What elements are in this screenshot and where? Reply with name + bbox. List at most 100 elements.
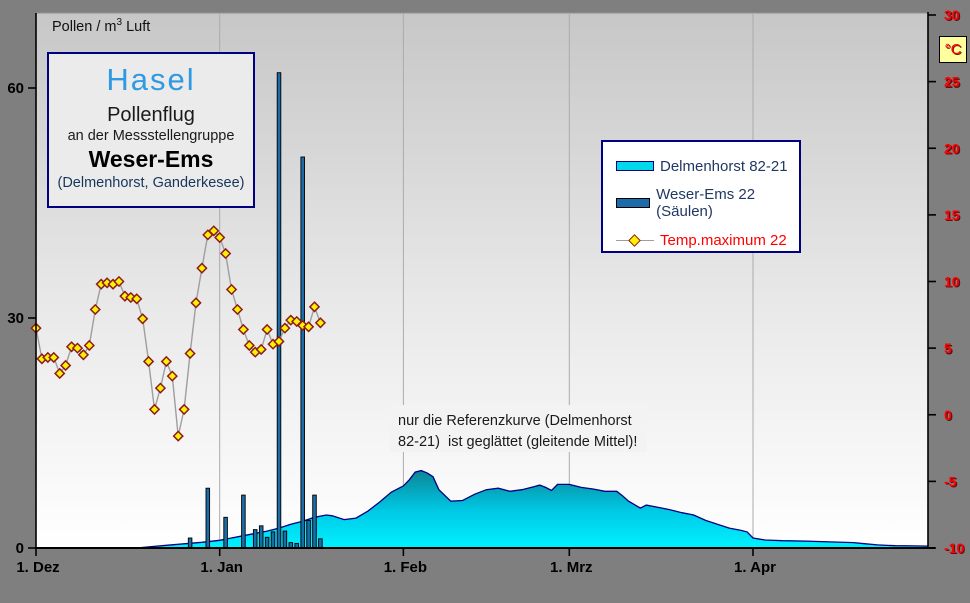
right-tick-label: 20 [944, 140, 960, 156]
pollen-bar [282, 530, 288, 549]
left-tick-label: 0 [16, 540, 24, 557]
left-axis-title-suffix: Luft [122, 18, 151, 35]
temp-marker [113, 275, 125, 288]
temp-marker [279, 322, 291, 334]
temp-marker [208, 225, 220, 237]
temp-marker-icon [616, 233, 654, 247]
temp-marker [89, 303, 101, 316]
chart-title: Hasel [106, 62, 196, 97]
right-tick-label: 25 [944, 74, 960, 90]
left-axis-title-sup: 3 [116, 17, 123, 28]
temp-marker [273, 335, 285, 348]
right-tick-label: 5 [944, 340, 952, 356]
right-tick-label-shadow: 0 [945, 408, 953, 424]
temp-marker [225, 283, 238, 296]
legend-label-temp: Temp.maximum 22 [660, 231, 787, 249]
x-tick-label: 1. Dez [16, 559, 59, 576]
temp-marker [178, 403, 190, 416]
temp-marker [314, 317, 327, 329]
temp-marker [166, 370, 178, 382]
left-tick-label: 30 [7, 310, 24, 327]
pollen-bar [270, 531, 276, 549]
left-tick-label: 60 [7, 80, 24, 97]
temp-marker [48, 351, 60, 364]
annotation-line2: 82-21) ist geglättet (gleitende Mittel)! [398, 434, 638, 451]
temp-marker [231, 303, 244, 316]
temp-marker [190, 297, 202, 309]
pollen-bar [187, 537, 193, 549]
temp-marker [131, 293, 143, 305]
temp-marker [148, 403, 161, 416]
pollen-bar [241, 494, 246, 549]
temp-marker [296, 319, 309, 332]
right-tick-label-shadow: 30 [945, 8, 961, 24]
right-tick-label: 30 [944, 7, 960, 23]
temp-marker [196, 262, 208, 274]
pollen-bar [318, 538, 323, 549]
pollen-bar [312, 494, 317, 549]
celsius-unit-label: °C [944, 41, 962, 58]
right-tick-label-shadow: 5 [945, 341, 953, 357]
right-tick-label: 15 [944, 207, 960, 223]
area-swatch-icon [616, 161, 654, 171]
temp-marker [160, 355, 173, 368]
temp-marker [285, 314, 297, 326]
left-axis-title-text: Pollen / m [52, 18, 117, 35]
chart-subtitle-2: an der Messstellengruppe [67, 128, 235, 144]
annotation-box: nur die Referenzkurve (Delmenhorst 82-21)… [390, 405, 647, 452]
temp-marker [219, 247, 232, 260]
pollen-bar [252, 529, 258, 549]
temp-marker [125, 291, 137, 304]
right-tick-label-shadow: -5 [945, 475, 958, 491]
legend-label-reference: Delmenhorst 82-21 [660, 157, 788, 175]
legend-item-temp: Temp.maximum 22 [616, 227, 799, 253]
temp-marker [184, 347, 196, 360]
right-tick-label: 0 [944, 407, 952, 423]
temp-marker [302, 321, 315, 333]
right-tick-label: 10 [944, 274, 960, 290]
right-tick-label-shadow: 15 [945, 208, 961, 224]
temp-marker [137, 313, 149, 325]
x-tick-label: 1. Apr [734, 559, 776, 576]
pollen-bar [258, 525, 264, 549]
pollen-bar [300, 156, 305, 549]
legend-label-bars: Weser-Ems 22 (Säulen) [656, 186, 756, 220]
annotation-line1: nur die Referenzkurve (Delmenhorst [398, 413, 632, 429]
legend-item-bars: Weser-Ems 22 (Säulen) [616, 186, 799, 220]
x-tick-label: 1. Jan [200, 559, 243, 576]
right-tick-label: -5 [944, 473, 957, 489]
right-tick-label-shadow: 25 [945, 75, 961, 91]
pollen-bar [276, 72, 282, 549]
right-tick-label-shadow: 20 [945, 141, 961, 157]
legend-item-reference: Delmenhorst 82-21 [616, 153, 799, 179]
chart-stations: (Delmenhorst, Ganderkesee) [57, 175, 245, 191]
chart-region: Weser-Ems [88, 146, 214, 172]
temp-marker [261, 323, 273, 336]
temp-marker [308, 301, 321, 313]
temp-marker [54, 367, 66, 380]
temp-marker [243, 339, 255, 352]
reference-area-series [136, 469, 929, 549]
legend: Delmenhorst 82-21 Weser-Ems 22 (Säulen) … [601, 140, 801, 253]
celsius-unit-box: °C [939, 36, 967, 63]
temp-marker [214, 231, 226, 244]
temp-marker [83, 339, 95, 352]
temp-marker [142, 355, 155, 368]
pollen-bar [264, 536, 270, 549]
temp-marker [59, 359, 72, 372]
right-tick-label: -10 [944, 540, 964, 556]
right-tick-label-shadow: -10 [945, 541, 965, 557]
temp-marker [255, 343, 267, 356]
right-tick-label-shadow: 10 [945, 275, 961, 291]
temp-diamond-glyph [628, 233, 641, 247]
pollen-bar [205, 487, 211, 549]
temp-marker [71, 342, 84, 354]
temp-marker [154, 382, 167, 394]
temp-marker [77, 349, 90, 361]
chart-title-box: Hasel Pollenflug an der Messstellengrupp… [47, 52, 255, 208]
left-axis-title: Pollen / m3 Luft [52, 17, 150, 35]
x-tick-label: 1. Mrz [550, 559, 593, 576]
pollen-bar [223, 516, 228, 549]
